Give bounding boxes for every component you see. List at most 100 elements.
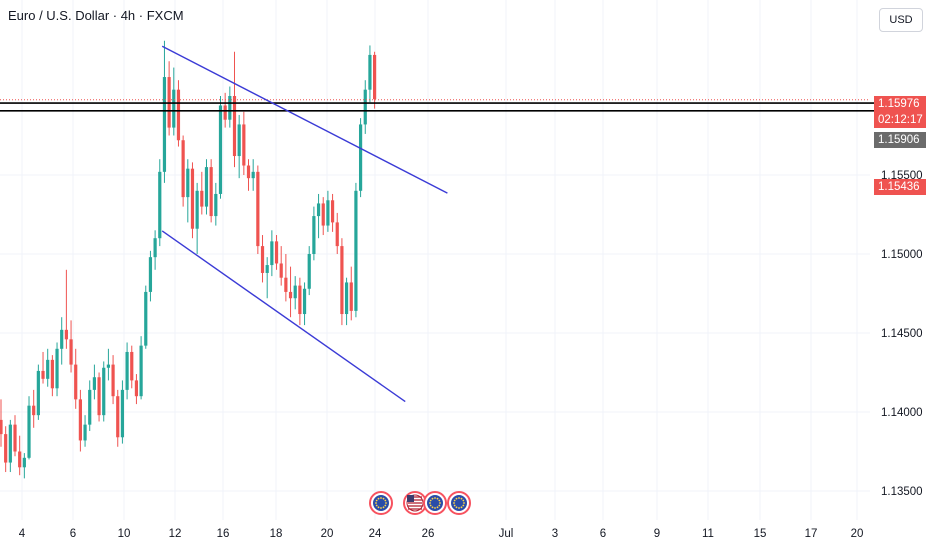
- price-tick-label: 1.13500: [881, 486, 923, 498]
- candle-body: [130, 351, 134, 381]
- level-price-badge[interactable]: 1.15906: [874, 132, 926, 148]
- candle-body: [358, 124, 363, 191]
- candle: [130, 345, 134, 389]
- us-flag-icon[interactable]: [403, 491, 427, 515]
- candle-body: [158, 171, 162, 239]
- candle: [349, 266, 353, 321]
- candle: [298, 277, 302, 326]
- time-tick-label: 6: [70, 528, 76, 540]
- candle-body: [60, 329, 64, 349]
- currency-button[interactable]: USD: [879, 8, 923, 32]
- time-tick-label: Jul: [499, 528, 514, 540]
- time-tick-label: 15: [754, 528, 767, 540]
- candle-body: [204, 167, 209, 207]
- candle: [302, 282, 307, 326]
- candle-body: [349, 282, 353, 311]
- candle: [116, 389, 120, 447]
- candle: [46, 348, 50, 387]
- candle-body: [78, 399, 82, 441]
- candle: [251, 159, 255, 191]
- candle: [97, 372, 101, 422]
- candle: [0, 399, 3, 447]
- candle-body: [321, 203, 325, 226]
- candle-body: [218, 105, 223, 194]
- time-tick-label: 16: [217, 528, 230, 540]
- candle-body: [200, 190, 204, 207]
- candle: [260, 235, 265, 283]
- candle-body: [335, 222, 339, 247]
- candle-body: [18, 451, 22, 468]
- candle-body: [298, 285, 302, 315]
- candle-body: [330, 200, 335, 223]
- candle-body: [354, 190, 358, 311]
- candle-body: [92, 377, 96, 390]
- candle-body: [368, 54, 372, 90]
- candle: [176, 80, 181, 147]
- candle-body: [223, 105, 227, 120]
- candle: [64, 269, 68, 349]
- eu-flag-icon[interactable]: [447, 491, 471, 515]
- candle-body: [134, 380, 139, 397]
- candle-body: [265, 265, 269, 273]
- candle-body: [293, 285, 297, 299]
- time-tick-label: 18: [270, 528, 283, 540]
- time-tick-label: 6: [600, 528, 606, 540]
- bar-countdown: 02:12:17: [878, 114, 923, 126]
- candle: [265, 257, 269, 299]
- time-tick-label: 20: [321, 528, 334, 540]
- candle-body: [55, 348, 59, 389]
- candle: [60, 317, 64, 365]
- candle-body: [256, 171, 260, 247]
- channel-trendline[interactable]: [161, 45, 448, 194]
- candle-body: [69, 339, 73, 365]
- time-tick-label: 24: [369, 528, 382, 540]
- candle: [321, 197, 325, 236]
- candle: [106, 348, 111, 381]
- candle: [83, 415, 87, 447]
- level-price-value: 1.15906: [878, 134, 920, 146]
- candle-body: [8, 424, 12, 463]
- candle: [139, 336, 143, 400]
- candle: [209, 159, 213, 223]
- price-tick-label: 1.14500: [881, 328, 923, 340]
- candle: [36, 364, 40, 420]
- time-tick-label: 10: [118, 528, 131, 540]
- candle-body: [74, 364, 78, 400]
- last-price-value: 1.15976: [878, 98, 920, 110]
- candle-body: [274, 241, 279, 264]
- candle: [326, 190, 330, 232]
- price-tick-label: 1.14000: [881, 407, 923, 419]
- candle-body: [340, 246, 344, 315]
- candle: [195, 182, 199, 254]
- time-tick-label: 9: [654, 528, 660, 540]
- candle-body: [214, 193, 218, 217]
- candle: [330, 193, 335, 232]
- candle: [88, 380, 92, 431]
- candle-body: [302, 288, 307, 315]
- candle: [204, 159, 209, 215]
- eu-flag-icon[interactable]: [423, 491, 447, 515]
- time-tick-label: 4: [19, 528, 26, 540]
- last-price-badge[interactable]: 1.15976 02:12:17: [874, 96, 926, 128]
- candle: [344, 277, 349, 326]
- candle-body: [260, 246, 265, 273]
- trendlines: [161, 45, 448, 403]
- candle: [167, 61, 171, 136]
- candle: [8, 419, 12, 473]
- candle: [27, 396, 31, 460]
- alert-price-badge[interactable]: 1.15436: [874, 179, 926, 195]
- candle-body: [125, 351, 129, 390]
- eu-flag-icon[interactable]: [369, 491, 393, 515]
- candle: [228, 86, 232, 128]
- candle: [92, 364, 96, 400]
- candle: [13, 415, 17, 457]
- candle: [162, 40, 167, 183]
- candle: [340, 238, 344, 326]
- candle-body: [41, 370, 45, 379]
- candle: [335, 212, 339, 254]
- candle-body: [237, 124, 241, 157]
- candle-body: [246, 165, 251, 179]
- channel-trendline[interactable]: [161, 230, 406, 403]
- candle: [218, 96, 223, 199]
